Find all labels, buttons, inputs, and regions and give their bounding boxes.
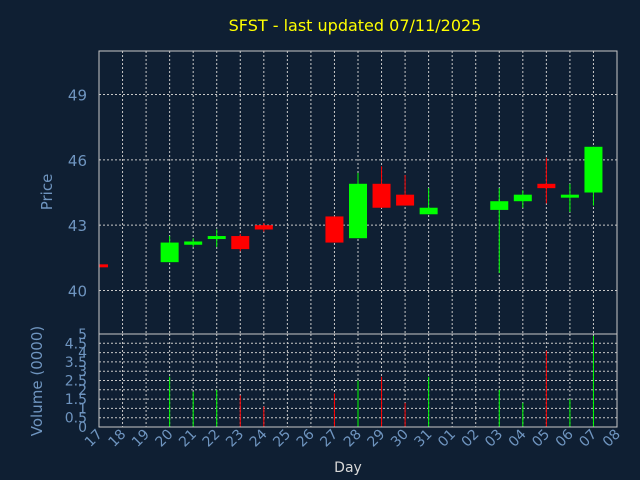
candle-body: [490, 201, 509, 210]
volume-tick-label: 0: [78, 420, 87, 436]
x-tick-label: 19: [129, 427, 153, 451]
volume-tick-label: 4.5: [65, 336, 87, 352]
candle-body: [231, 236, 250, 250]
candle-body: [513, 194, 532, 202]
price-tick-label: 43: [68, 217, 87, 235]
volume-tick-label: 2.5: [65, 374, 87, 390]
x-tick-label: 28: [341, 427, 365, 451]
x-tick-label: 24: [247, 426, 271, 450]
x-tick-label: 23: [223, 427, 247, 451]
candle-body: [419, 207, 438, 215]
candle-body: [537, 183, 556, 189]
candle-body: [584, 146, 603, 193]
candle-body: [207, 236, 226, 240]
x-tick-label: 04: [506, 426, 530, 450]
candle-body: [325, 216, 344, 243]
x-tick-label: 18: [105, 427, 129, 451]
volume-bars: [169, 335, 594, 427]
x-tick-label: 05: [529, 427, 553, 451]
x-tick-label: 25: [270, 427, 294, 451]
candle-body: [372, 183, 391, 208]
candle-body: [560, 194, 579, 198]
x-tick-label: 08: [600, 427, 624, 451]
x-tick-label: 01: [435, 427, 459, 451]
volume-axis-label: Volume (0000): [28, 326, 46, 436]
price-tick-label: 46: [68, 152, 87, 170]
candle-body: [99, 264, 108, 268]
volume-tick-label: 0.5: [65, 411, 87, 427]
volume-tick-label: 4: [78, 346, 87, 362]
candles: [98, 146, 603, 274]
x-tick-labels: 17 18 19 20 21 22 23 24 25 26 27 28 29 30 31 01 02 03 04 05…: [82, 426, 624, 450]
x-tick-label: 07: [576, 427, 600, 451]
volume-tick-label: 3: [78, 364, 87, 380]
x-tick-label: 29: [364, 427, 388, 451]
x-tick-label: 30: [388, 427, 412, 451]
x-axis-label: Day: [334, 460, 362, 476]
chart-title: SFST - last updated 07/11/2025: [229, 16, 482, 35]
candle-body: [254, 225, 273, 230]
x-tick-label: 22: [200, 427, 224, 451]
candle-body: [160, 242, 179, 263]
volume-frame: [98, 333, 618, 428]
x-tick-label: 06: [553, 426, 577, 450]
x-tick-label: 20: [153, 427, 177, 451]
x-tick-label: 27: [317, 427, 341, 451]
x-tick-label: 21: [176, 427, 200, 451]
price-axis-label: Price: [38, 174, 56, 211]
x-tick-label: 03: [482, 427, 506, 451]
volume-tick-label: 3.5: [65, 355, 87, 371]
x-tick-label: 31: [412, 427, 436, 451]
price-tick-labels: 40 43 46 49: [68, 87, 87, 301]
price-tick-label: 40: [68, 282, 87, 300]
x-tick-label: 26: [294, 426, 318, 450]
x-tick-label: 02: [459, 427, 483, 451]
volume-tick-label: 2: [78, 383, 87, 399]
price-tick-label: 49: [68, 87, 87, 105]
candle-body: [184, 241, 203, 245]
volume-tick-label: 1.5: [65, 392, 87, 408]
volume-tick-label: 1: [78, 401, 87, 417]
volume-tick-label: 5: [78, 327, 87, 343]
candle-body: [396, 194, 415, 206]
volume-tick-labels: 00.511.522.533.544.55: [65, 327, 87, 436]
candle-body: [349, 183, 367, 239]
